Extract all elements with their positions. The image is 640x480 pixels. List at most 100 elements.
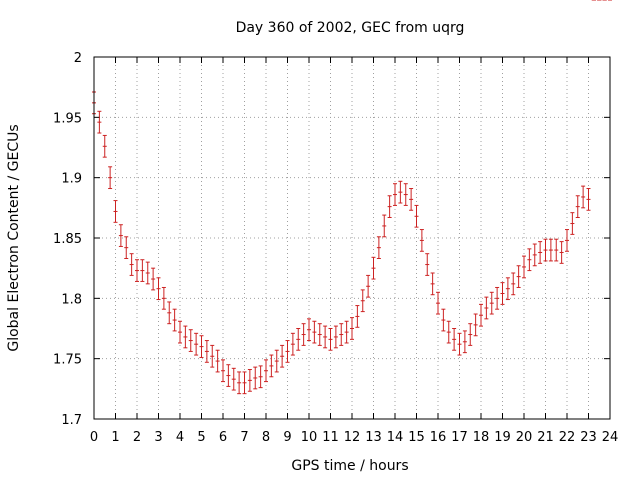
- plot-frame: [93, 56, 611, 420]
- data-point: [376, 236, 381, 260]
- grid-lines: [94, 57, 610, 419]
- data-point: [129, 253, 134, 276]
- x-tick-label: 15: [408, 430, 425, 445]
- data-point: [543, 238, 548, 262]
- data-point: [258, 365, 263, 389]
- x-tick-label: 19: [494, 430, 511, 445]
- data-point: [161, 286, 166, 310]
- data-point: [575, 195, 580, 218]
- x-tick-label: 18: [473, 430, 490, 445]
- data-point: [215, 349, 220, 373]
- data-point: [516, 265, 521, 288]
- x-tick-label: 0: [90, 430, 98, 445]
- data-point: [333, 325, 338, 349]
- x-tick-label: 2: [133, 430, 141, 445]
- x-tick-label: 12: [344, 430, 361, 445]
- data-point: [479, 303, 483, 327]
- data-point: [274, 349, 279, 373]
- data-point: [436, 291, 440, 315]
- data-point: [527, 248, 532, 272]
- data-point: [382, 214, 387, 238]
- data-point: [140, 259, 145, 282]
- data-point: [355, 305, 360, 328]
- data-point: [285, 340, 290, 363]
- data-point: [462, 330, 467, 354]
- x-tick-label: 11: [322, 430, 339, 445]
- data-point: [253, 366, 258, 390]
- data-point: [484, 296, 489, 320]
- x-tick-label: 7: [240, 430, 248, 445]
- x-tick-label: 8: [262, 430, 270, 445]
- data-point: [269, 354, 274, 378]
- data-point: [339, 323, 344, 346]
- x-tick-label: 17: [451, 430, 468, 445]
- data-point: [554, 238, 559, 262]
- data-point: [505, 277, 510, 301]
- data-point: [581, 185, 586, 209]
- y-axis-label: Global Electron Content / GECUs: [6, 124, 22, 351]
- x-tick-label: 21: [537, 430, 554, 445]
- data-point: [495, 286, 500, 310]
- x-axis-label: GPS time / hours: [291, 458, 408, 474]
- data-point: [425, 253, 430, 276]
- data-point: [231, 367, 236, 391]
- data-point: [167, 301, 172, 325]
- data-point: [145, 261, 150, 285]
- axis-ticks: 0 1 2 3 4 5 6 7 8 9 10 11 12 13 14 15 16 17 18 19 20 21 22 23 24…: [53, 51, 618, 445]
- x-tick-label: 10: [301, 430, 318, 445]
- data-point: [178, 320, 182, 344]
- data-point: [210, 344, 215, 368]
- x-tick-label: 20: [516, 430, 533, 445]
- data-point: [430, 272, 435, 296]
- data-point: [559, 241, 564, 264]
- data-point: [414, 204, 419, 228]
- data-point: [570, 212, 575, 235]
- data-point: [194, 332, 199, 356]
- x-tick-label: 16: [430, 430, 447, 445]
- data-point: [387, 195, 392, 218]
- y-tick-label: 2: [74, 51, 82, 66]
- x-tick-label: 1: [111, 430, 119, 445]
- data-point: [172, 308, 177, 332]
- data-point: [419, 229, 424, 252]
- y-tick-label: 1.9: [61, 172, 82, 187]
- x-tick-label: 14: [387, 430, 404, 445]
- data-point: [247, 369, 252, 392]
- data-point: [317, 323, 322, 346]
- data-point: [409, 188, 414, 211]
- data-point: [242, 371, 247, 395]
- data-point: [102, 134, 107, 158]
- data-point: [204, 340, 209, 363]
- data-point: [156, 277, 161, 301]
- data-point: [403, 183, 408, 206]
- x-tick-label: 13: [365, 430, 382, 445]
- data-point: [522, 255, 526, 279]
- data-point: [360, 289, 365, 313]
- data-point: [344, 320, 349, 344]
- y-tick-label: 1.75: [53, 353, 82, 368]
- data-point: [500, 282, 505, 305]
- data-point: [468, 323, 473, 346]
- x-tick-label: 3: [154, 430, 162, 445]
- y-tick-label: 1.8: [61, 292, 82, 307]
- data-point: [452, 328, 457, 351]
- data-point: [532, 243, 537, 267]
- data-point: [151, 267, 156, 291]
- data-point: [108, 166, 113, 190]
- data-point: [301, 323, 306, 346]
- y-tick-label: 1.85: [53, 232, 82, 247]
- data-point: [124, 236, 129, 260]
- data-point: [226, 364, 231, 387]
- data-point: [97, 110, 102, 134]
- y-tick-label: 1.95: [53, 111, 82, 126]
- data-point: [393, 183, 397, 206]
- data-point: [237, 371, 242, 395]
- data-point: [199, 335, 204, 358]
- data-point: [473, 313, 478, 337]
- data-points: [92, 0, 612, 395]
- data-point: [398, 180, 403, 204]
- x-tick-label: 22: [559, 430, 576, 445]
- data-point: [548, 238, 553, 262]
- data-point: [280, 344, 285, 368]
